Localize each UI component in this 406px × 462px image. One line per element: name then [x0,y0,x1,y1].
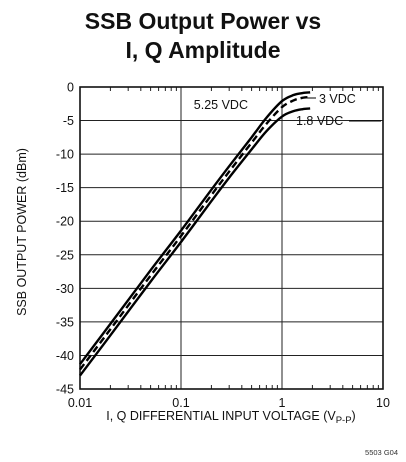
y-tick-label: -35 [56,315,74,329]
annotation-5-25-vdc: 5.25 VDC [194,98,248,112]
annotations: 5.25 VDC 3 VDC 1.8 VDC [194,92,381,128]
axes: 0.01 0.1 1 10 0 -5 -10 -15 -20 -25 -30 -35 -40 -45 [56,81,390,411]
x-axis-label: I, Q DIFFERENTIAL INPUT VOLTAGE (VP-P) [106,409,355,426]
annotation-1-8-vdc: 1.8 VDC [296,114,343,128]
x-axis-label-main: I, Q DIFFERENTIAL INPUT VOLTAGE (V [106,409,336,423]
y-tick-label: -5 [63,114,74,128]
grid [79,86,384,390]
series-line-1 [79,91,311,365]
y-tick-label: -10 [56,148,74,162]
x-tick-label: 10 [376,396,390,410]
chart-title-line-1: SSB Output Power vs [84,8,322,34]
y-tick-label: -20 [56,215,74,229]
plot-frame [79,86,384,390]
x-axis-label-subscript: P-P [336,415,352,426]
y-tick-label: 0 [67,81,74,95]
y-tick-label: -30 [56,282,74,296]
x-axis-label-end: ) [352,409,356,423]
y-tick-label: -25 [56,248,74,262]
series-line-3 [79,107,311,377]
chart-title-line-2: I, Q Amplitude [125,37,281,63]
x-tick-label: 0.1 [172,396,189,410]
annotation-3-vdc: 3 VDC [319,92,356,106]
x-tick-label: 0.01 [68,396,92,410]
y-axis-label: SSB OUTPUT POWER (dBm) [15,148,29,316]
x-tick-label: 1 [279,396,286,410]
y-tick-label: -40 [56,349,74,363]
series-lines [79,91,311,377]
figure-number: 5503 G04 [365,448,398,457]
y-tick-label: -15 [56,181,74,195]
y-tick-label: -45 [56,383,74,397]
series-line-2 [79,95,311,371]
